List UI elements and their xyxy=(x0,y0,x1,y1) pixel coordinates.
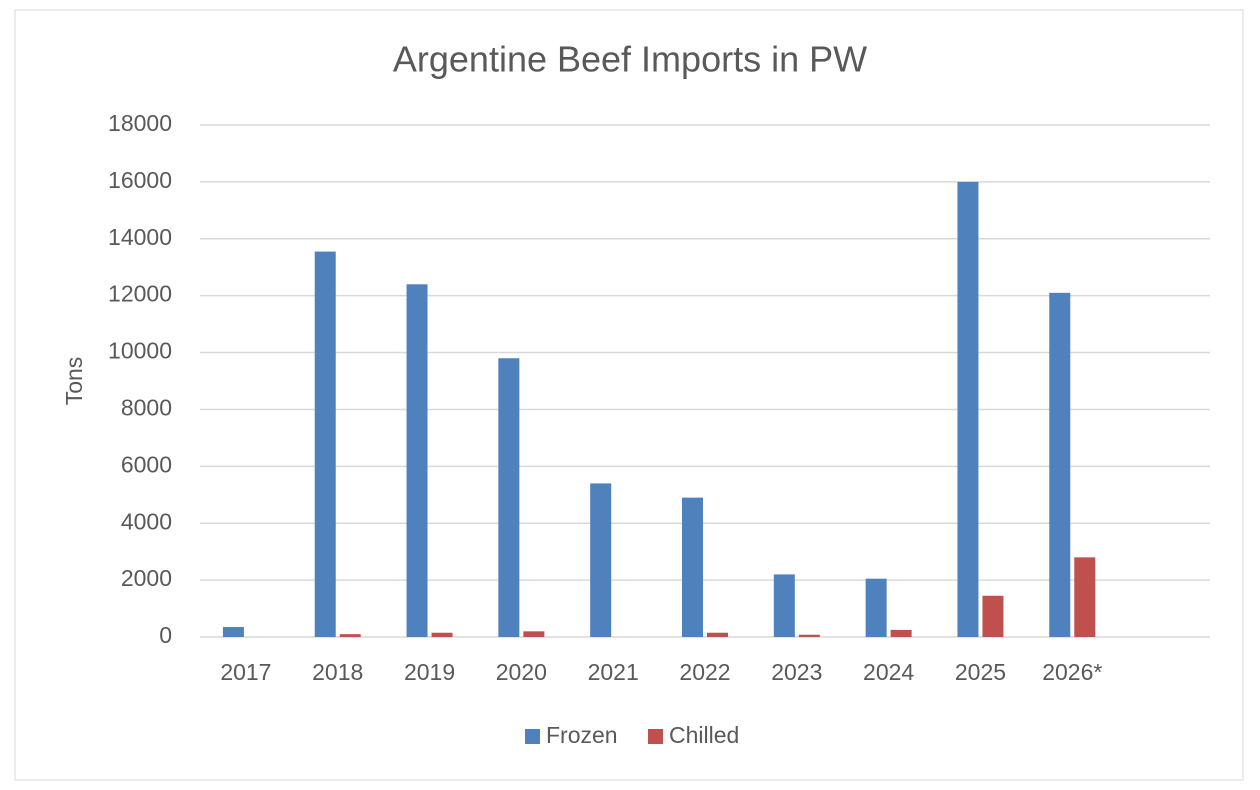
legend-label: Frozen xyxy=(546,722,618,748)
bar xyxy=(682,497,703,637)
x-tick-label: 2025 xyxy=(955,659,1006,685)
bar xyxy=(222,627,244,637)
bar xyxy=(339,634,361,637)
y-tick-label: 14000 xyxy=(108,224,172,250)
legend-label: Chilled xyxy=(669,722,739,748)
bar xyxy=(1074,557,1096,637)
bar xyxy=(590,483,612,637)
y-tick-label: 12000 xyxy=(108,281,172,307)
bar xyxy=(707,632,728,637)
x-tick-label: 2017 xyxy=(220,659,271,685)
y-tick-label: 16000 xyxy=(108,167,172,193)
y-tick-label: 10000 xyxy=(108,338,172,364)
x-tick-label: 2023 xyxy=(771,659,822,685)
x-tick-label: 2026* xyxy=(1042,659,1102,685)
bar xyxy=(798,634,820,637)
bar xyxy=(431,632,453,637)
x-tick-label: 2021 xyxy=(588,659,639,685)
bar xyxy=(890,629,912,637)
bar xyxy=(406,284,428,637)
bar xyxy=(498,358,520,637)
y-axis-label: Tons xyxy=(61,357,87,406)
y-tick-label: 18000 xyxy=(108,110,172,136)
x-tick-label: 2022 xyxy=(679,659,730,685)
y-tick-label: 2000 xyxy=(121,565,172,591)
chart-frame xyxy=(14,9,1244,781)
bar xyxy=(957,181,979,637)
bar xyxy=(865,578,887,637)
bar xyxy=(523,631,545,637)
bar xyxy=(773,574,795,637)
legend-swatch xyxy=(648,729,663,744)
chart-title: Argentine Beef Imports in PW xyxy=(393,39,867,80)
y-tick-label: 4000 xyxy=(121,508,172,534)
bar xyxy=(314,251,336,638)
y-tick-label: 6000 xyxy=(121,451,172,477)
y-tick-label: 0 xyxy=(159,622,172,648)
y-tick-label: 8000 xyxy=(121,395,172,421)
x-tick-label: 2020 xyxy=(496,659,547,685)
bar xyxy=(982,595,1004,637)
x-tick-label: 2019 xyxy=(404,659,455,685)
legend-swatch xyxy=(525,729,540,744)
x-tick-label: 2018 xyxy=(312,659,363,685)
bar xyxy=(1049,292,1071,637)
x-tick-label: 2024 xyxy=(863,659,914,685)
